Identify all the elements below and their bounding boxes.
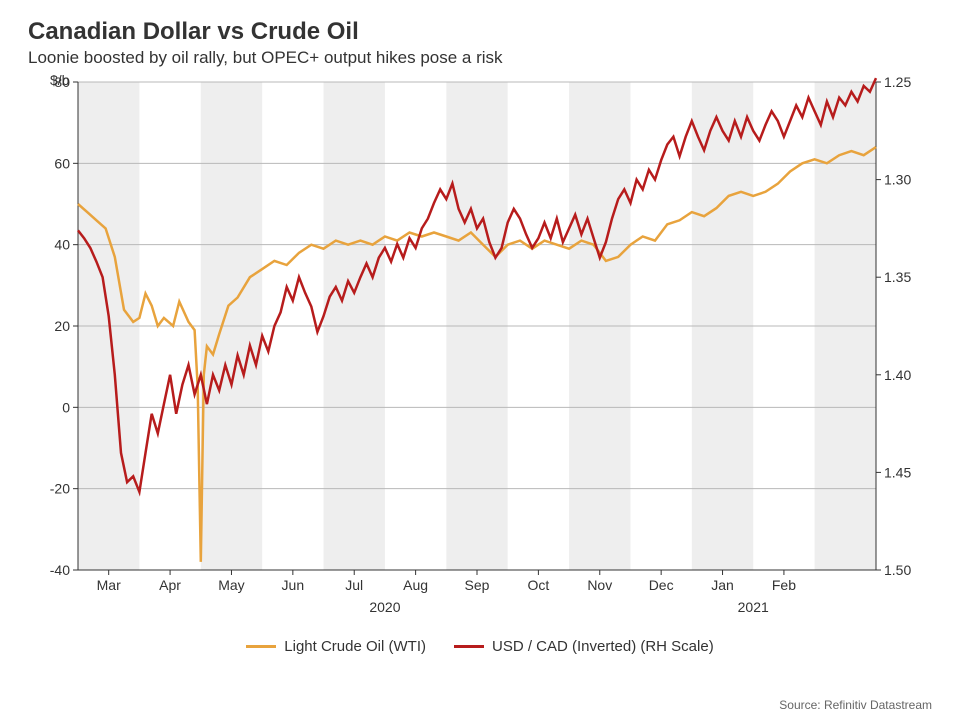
svg-text:Jul: Jul — [345, 577, 363, 593]
source-label: Source: Refinitiv Datastream — [779, 698, 932, 712]
svg-text:Aug: Aug — [403, 577, 428, 593]
svg-text:1.40: 1.40 — [884, 367, 911, 383]
svg-text:20: 20 — [54, 318, 70, 334]
chart-container: Canadian Dollar vs Crude Oil Loonie boos… — [0, 0, 960, 720]
legend-swatch — [454, 645, 484, 648]
x-axis: Mar Apr May Jun Jul Aug Sep Oct Nov Dec Jan Feb 2020… — [78, 570, 876, 615]
legend-label: Light Crude Oil (WTI) — [284, 638, 426, 655]
svg-text:Oct: Oct — [527, 577, 549, 593]
legend-swatch — [246, 645, 276, 648]
svg-text:Nov: Nov — [587, 577, 612, 593]
legend: Light Crude Oil (WTI) USD / CAD (Inverted… — [28, 638, 932, 655]
svg-text:1.50: 1.50 — [884, 562, 911, 578]
svg-text:1.35: 1.35 — [884, 269, 911, 285]
svg-text:Feb: Feb — [772, 577, 796, 593]
chart-subtitle: Loonie boosted by oil rally, but OPEC+ o… — [28, 48, 932, 68]
svg-text:2020: 2020 — [369, 599, 400, 615]
svg-text:0: 0 — [62, 399, 70, 415]
legend-label: USD / CAD (Inverted) (RH Scale) — [492, 638, 714, 655]
svg-text:40: 40 — [54, 237, 70, 253]
y-axis-left: -40-20020406080 — [50, 74, 78, 578]
svg-text:Apr: Apr — [159, 577, 181, 593]
svg-text:Dec: Dec — [649, 577, 674, 593]
svg-text:2021: 2021 — [738, 599, 769, 615]
svg-text:Sep: Sep — [465, 577, 490, 593]
legend-item-wti: Light Crude Oil (WTI) — [246, 638, 426, 655]
chart-svg: -40-200204060801.501.451.401.351.301.25M… — [28, 74, 932, 634]
legend-item-usdcad: USD / CAD (Inverted) (RH Scale) — [454, 638, 714, 655]
plot-area: $/b -40-200204060801.501.451.401.351.301… — [28, 74, 932, 634]
svg-text:Jan: Jan — [711, 577, 734, 593]
svg-text:May: May — [218, 577, 244, 593]
svg-text:Jun: Jun — [282, 577, 305, 593]
svg-text:-40: -40 — [50, 562, 70, 578]
svg-text:-20: -20 — [50, 481, 70, 497]
svg-text:1.25: 1.25 — [884, 74, 911, 90]
y-left-unit-label: $/b — [50, 72, 69, 88]
svg-text:1.45: 1.45 — [884, 464, 911, 480]
svg-text:60: 60 — [54, 155, 70, 171]
svg-text:Mar: Mar — [97, 577, 121, 593]
svg-text:1.30: 1.30 — [884, 172, 911, 188]
y-axis-right: 1.50 1.45 1.40 1.35 1.30 1.25 — [876, 74, 911, 578]
chart-title: Canadian Dollar vs Crude Oil — [28, 18, 932, 46]
